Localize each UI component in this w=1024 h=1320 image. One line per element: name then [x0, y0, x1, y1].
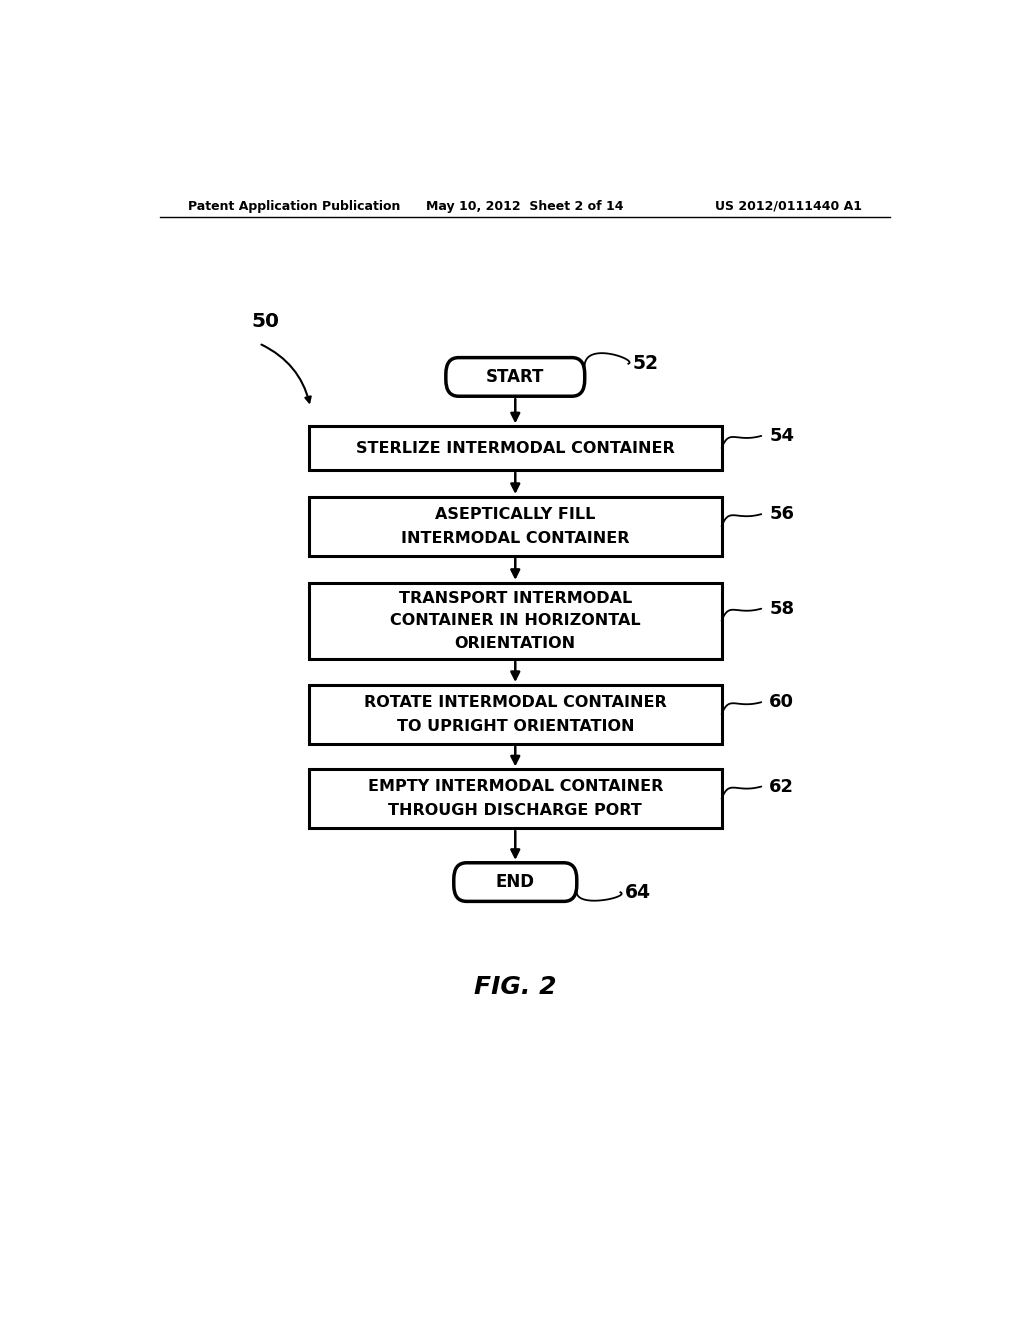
- Text: START: START: [486, 368, 545, 385]
- Bar: [309, 685, 722, 744]
- Text: US 2012/0111440 A1: US 2012/0111440 A1: [715, 199, 862, 213]
- Text: STERLIZE INTERMODAL CONTAINER: STERLIZE INTERMODAL CONTAINER: [356, 441, 675, 455]
- Text: END: END: [496, 873, 535, 891]
- FancyBboxPatch shape: [454, 863, 577, 902]
- Text: EMPTY INTERMODAL CONTAINER: EMPTY INTERMODAL CONTAINER: [368, 779, 663, 795]
- Bar: [309, 770, 722, 828]
- Text: 58: 58: [769, 599, 795, 618]
- Bar: [309, 582, 722, 659]
- Text: TO UPRIGHT ORIENTATION: TO UPRIGHT ORIENTATION: [396, 719, 634, 734]
- Text: 50: 50: [251, 312, 279, 330]
- Text: 62: 62: [769, 777, 795, 796]
- FancyBboxPatch shape: [445, 358, 585, 396]
- Text: THROUGH DISCHARGE PORT: THROUGH DISCHARGE PORT: [388, 804, 642, 818]
- Text: 52: 52: [633, 354, 658, 374]
- Text: May 10, 2012  Sheet 2 of 14: May 10, 2012 Sheet 2 of 14: [426, 199, 624, 213]
- Text: ASEPTICALLY FILL: ASEPTICALLY FILL: [435, 507, 596, 521]
- Bar: [309, 496, 722, 556]
- Text: Patent Application Publication: Patent Application Publication: [187, 199, 400, 213]
- Text: INTERMODAL CONTAINER: INTERMODAL CONTAINER: [401, 531, 630, 546]
- Text: 64: 64: [625, 883, 650, 902]
- Text: 60: 60: [769, 693, 795, 711]
- Text: FIG. 2: FIG. 2: [474, 974, 556, 999]
- Text: 54: 54: [769, 426, 795, 445]
- Text: TRANSPORT INTERMODAL: TRANSPORT INTERMODAL: [398, 591, 632, 606]
- Text: 56: 56: [769, 506, 795, 523]
- Bar: [309, 426, 722, 470]
- Text: ROTATE INTERMODAL CONTAINER: ROTATE INTERMODAL CONTAINER: [364, 694, 667, 710]
- Text: CONTAINER IN HORIZONTAL: CONTAINER IN HORIZONTAL: [390, 614, 641, 628]
- Text: ORIENTATION: ORIENTATION: [455, 636, 575, 651]
